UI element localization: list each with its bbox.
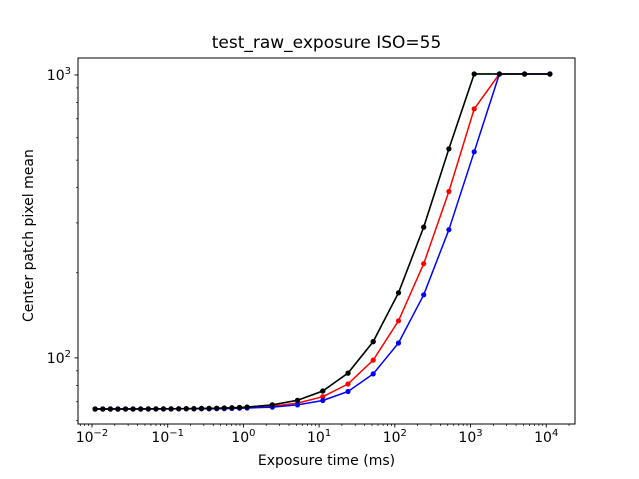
y-major-ticks [74, 74, 78, 359]
series-red-channel-line [95, 73, 550, 410]
data-point-marker [345, 381, 351, 387]
data-point-marker [446, 188, 452, 195]
data-point-marker [138, 406, 144, 412]
data-point-marker [122, 406, 129, 412]
svg-text:103: 103 [47, 66, 71, 84]
data-point-marker [236, 404, 243, 411]
data-point-marker [130, 406, 136, 412]
data-point-marker [198, 405, 205, 411]
data-point-marker [395, 318, 402, 324]
data-point-marker [183, 406, 189, 412]
data-point-marker [294, 402, 301, 408]
series-blue-channel [92, 71, 553, 412]
x-minor-ticks [79, 424, 570, 426]
data-point-marker [395, 340, 402, 346]
series-black-channel-line [95, 73, 550, 410]
data-point-marker [244, 404, 250, 410]
x-tick-labels: 10−2 10−1 100 101 102 103 104 [76, 428, 559, 446]
data-point-marker [370, 357, 376, 363]
data-point-marker [229, 405, 235, 411]
data-point-marker [269, 402, 275, 408]
data-point-marker [294, 397, 301, 403]
data-point-marker [320, 394, 326, 400]
svg-text:102: 102 [383, 428, 407, 446]
data-point-marker [471, 149, 477, 155]
data-point-marker [395, 290, 402, 296]
svg-text:10−1: 10−1 [151, 428, 184, 446]
data-point-marker [370, 339, 376, 345]
data-point-marker [153, 406, 159, 412]
series-blue-channel-line [95, 73, 550, 410]
series-black-channel [92, 71, 553, 412]
y-minor-ticks [76, 87, 78, 422]
data-point-marker [547, 71, 553, 77]
data-point-marker [421, 292, 427, 298]
data-point-marker [191, 406, 197, 412]
data-point-marker [206, 405, 212, 411]
svg-text:10−2: 10−2 [76, 428, 109, 446]
data-point-marker [145, 406, 151, 412]
chart-title: test_raw_exposure ISO=55 [211, 33, 442, 53]
data-point-marker [446, 146, 452, 152]
data-point-marker [421, 261, 427, 267]
data-point-marker [100, 406, 106, 412]
data-point-marker [471, 106, 477, 112]
data-point-marker [471, 71, 477, 77]
y-tick-labels: 102 103 [47, 66, 71, 367]
data-point-marker [496, 71, 502, 77]
plot-border [77, 57, 576, 425]
series-green-channel-line [95, 73, 550, 410]
data-point-marker [107, 406, 113, 412]
data-point-marker [320, 397, 326, 404]
x-axis-label: Exposure time (ms) [257, 453, 396, 469]
svg-text:103: 103 [458, 428, 482, 446]
data-point-marker [320, 388, 326, 394]
svg-text:102: 102 [47, 349, 71, 367]
data-point-marker [421, 224, 427, 230]
data-point-marker [115, 406, 121, 412]
svg-text:101: 101 [307, 428, 331, 446]
svg-text:100: 100 [231, 428, 255, 446]
data-point-marker [446, 227, 452, 233]
data-point-marker [221, 405, 227, 411]
svg-text:104: 104 [534, 428, 558, 446]
data-point-marker [345, 388, 351, 395]
data-point-marker [214, 405, 220, 411]
x-major-ticks [91, 424, 547, 428]
data-point-marker [160, 406, 167, 412]
data-point-marker [168, 406, 174, 412]
data-point-marker [92, 406, 98, 412]
data-point-marker [370, 371, 376, 377]
data-point-marker [345, 370, 351, 376]
data-point-marker [522, 71, 528, 77]
data-point-marker [176, 406, 182, 412]
